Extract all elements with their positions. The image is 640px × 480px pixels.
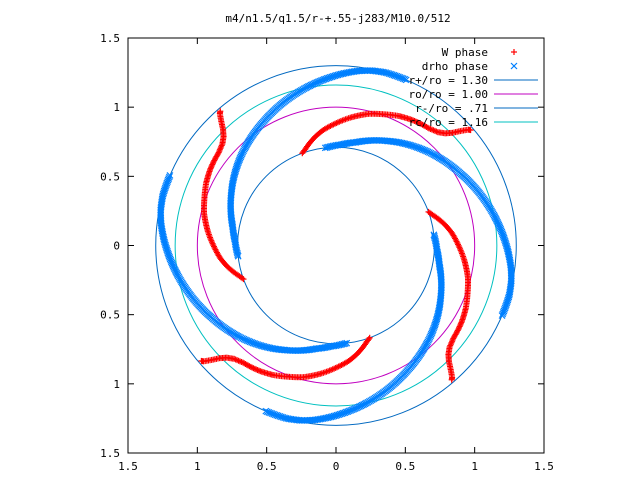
y-tick-label: 1 [113, 378, 120, 391]
drho-phase-marker [498, 312, 506, 319]
w-phase-marker [457, 322, 464, 329]
w-phase-marker [424, 124, 431, 131]
y-tick-label: 0 [113, 240, 120, 253]
y-tick-label: 0.5 [100, 170, 120, 183]
phase-markers [157, 67, 515, 424]
w-phase-marker [456, 323, 463, 330]
x-tick-label: 1 [471, 460, 478, 473]
chart-title: m4/n1.5/q1.5/r-+.55-j283/M10.0/512 [225, 12, 450, 25]
w-phase-marker [253, 366, 260, 373]
legend-marker-sample [511, 49, 517, 55]
y-tick-label: 1 [113, 101, 120, 114]
w-phase-marker [414, 119, 421, 126]
drho-phase-marker [402, 76, 410, 84]
drho-phase-marker [401, 75, 409, 83]
w-phase-marker [455, 326, 462, 333]
drho-phase-marker [263, 408, 271, 416]
w-phase-marker [416, 120, 423, 127]
w-phase-marker [451, 334, 458, 341]
legend-label: drho phase [422, 60, 488, 73]
w-phase-marker [209, 161, 216, 168]
w-phase-marker [415, 119, 422, 126]
drho-phase-marker [262, 407, 270, 415]
axis-ticks: 1.5 1 0.5 0 0.5 1 1.51.510.500.511.5 [100, 32, 554, 473]
radius-circle [174, 84, 498, 407]
w-phase-marker [217, 108, 224, 115]
legend-marker-sample [510, 62, 518, 70]
w-phase-marker [241, 360, 248, 367]
y-tick-label: 1.5 [100, 32, 120, 45]
drho-phase-marker [165, 173, 173, 181]
w-phase-marker [456, 324, 463, 331]
w-phase-marker [448, 376, 455, 383]
w-phase-marker [198, 357, 205, 364]
y-tick-label: 1.5 [100, 447, 120, 460]
x-tick-label: 0.5 [257, 460, 277, 473]
radius-circle [155, 65, 517, 426]
w-phase-marker [208, 162, 215, 169]
legend-label: r+/ro = 1.30 [409, 74, 488, 87]
w-phase-marker [251, 365, 258, 372]
w-phase-marker [209, 160, 216, 167]
w-phase-marker [210, 158, 217, 165]
w-phase-marker [467, 127, 474, 134]
x-tick-label: 1.5 [118, 460, 138, 473]
legend-label: rc/ro = 1.16 [409, 116, 488, 129]
drho-phase-marker [499, 310, 507, 318]
w-phase-marker [412, 118, 419, 125]
y-tick-label: 0.5 [100, 309, 120, 322]
w-phase-marker [214, 150, 221, 157]
radius-circle [237, 146, 435, 345]
x-tick-label: 1 [194, 460, 201, 473]
x-tick-label: 0.5 [395, 460, 415, 473]
x-tick-label: 1.5 [534, 460, 554, 473]
w-phase-marker [249, 364, 256, 371]
legend-label: W phase [442, 46, 488, 59]
x-tick-label: 0 [333, 460, 340, 473]
radius-circle [196, 106, 476, 385]
w-phase-marker [250, 365, 257, 372]
legend-label: r-/ro = .71 [415, 102, 488, 115]
drho-phase-marker [166, 172, 174, 179]
legend-label: ro/ro = 1.00 [409, 88, 488, 101]
